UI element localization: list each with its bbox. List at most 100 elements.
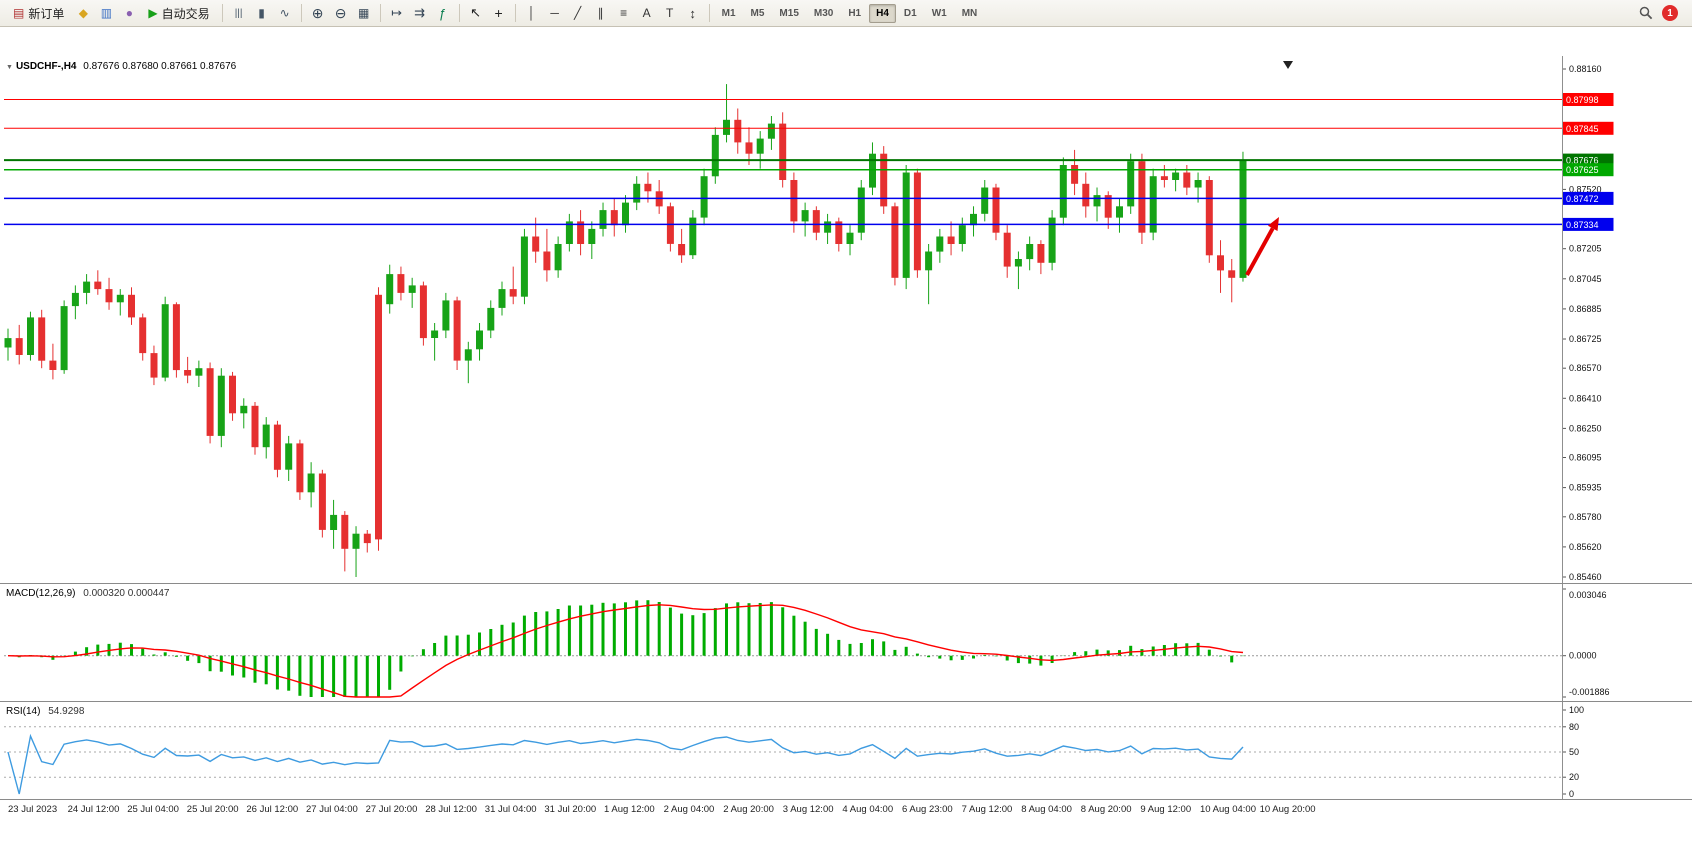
- terminal-icon-button[interactable]: ◆: [72, 2, 94, 24]
- x-axis-label: 1 Aug 12:00: [604, 804, 655, 815]
- trendline-icon: ╱: [573, 6, 582, 20]
- svg-text:0.87625: 0.87625: [1566, 165, 1599, 175]
- fibonacci-button[interactable]: ≡: [613, 2, 635, 24]
- toolbar: ▤ 新订单 ◆ ▥ ● ▶ 自动交易 ||| ▮ ∿ ⊕ ⊖ ▦ ↦ ⇉ ƒ ↖ + │ ─ ╱ ∥ ≡ A T ↕ M1 M5 M15…: [0, 0, 1692, 27]
- line-chart-button[interactable]: ∿: [274, 2, 296, 24]
- chart-symbol-title: USDCHF-,H4: [15, 61, 77, 72]
- svg-text:0.87472: 0.87472: [1566, 194, 1599, 204]
- svg-text:0.87676: 0.87676: [1566, 156, 1599, 166]
- x-axis-label: 27 Jul 20:00: [365, 804, 418, 815]
- price-line-label: 0.87472: [1562, 191, 1614, 205]
- timeframe-h4-button[interactable]: H4: [869, 3, 896, 23]
- charts-icon-button[interactable]: ▥: [95, 2, 117, 24]
- timeframe-m15-button[interactable]: M15: [779, 7, 799, 19]
- timeframe-m1-button[interactable]: M1: [721, 7, 736, 19]
- search-button[interactable]: [1635, 2, 1657, 24]
- text-button[interactable]: A: [636, 2, 658, 24]
- timeframe-m30-button[interactable]: M30: [813, 7, 834, 19]
- channel-button[interactable]: ∥: [590, 2, 612, 24]
- horizontal-line-button[interactable]: ─: [544, 2, 566, 24]
- auto-scroll-button[interactable]: ↦: [386, 2, 408, 24]
- tile-windows-icon: ▦: [357, 6, 370, 20]
- candlestick-icon: ▮: [258, 6, 265, 20]
- price-scale-separator: [1562, 56, 1563, 799]
- macd-pane-separator[interactable]: [0, 583, 1692, 584]
- x-axis-label: 31 Jul 04:00: [484, 804, 537, 815]
- rsi-pane-separator[interactable]: [0, 701, 1692, 702]
- chart-shift-button[interactable]: ⇉: [409, 2, 431, 24]
- indicators-button[interactable]: ƒ: [432, 2, 454, 24]
- timeframe-w1-button[interactable]: W1: [931, 7, 947, 19]
- macd-values: 0.000320 0.000447: [83, 588, 170, 599]
- fibonacci-icon: ≡: [620, 6, 628, 20]
- cursor-button[interactable]: ↖: [465, 2, 487, 24]
- label-button[interactable]: T: [659, 2, 681, 24]
- autotrading-button[interactable]: ▶ 自动交易: [141, 2, 216, 24]
- chart-shift-icon: ⇉: [414, 5, 426, 20]
- x-axis-label: 23 Jul 2023: [8, 804, 58, 815]
- vertical-line-button[interactable]: │: [521, 2, 543, 24]
- svg-text:0.86095: 0.86095: [1569, 453, 1602, 463]
- x-axis-label: 25 Jul 20:00: [186, 804, 239, 815]
- x-axis-label: 7 Aug 12:00: [961, 804, 1013, 815]
- main-chart-canvas[interactable]: 0.88160 0.87520 0.87205 0.87045 0.86885 0.867…: [0, 56, 1692, 583]
- svg-text:0.86410: 0.86410: [1569, 393, 1602, 403]
- price-scale[interactable]: 0.88160 0.87520 0.87205 0.87045 0.86885 0.867…: [1562, 64, 1614, 582]
- x-axis-label: 27 Jul 04:00: [306, 804, 358, 815]
- indicators-icon: ƒ: [438, 5, 447, 21]
- x-axis-label: 8 Aug 20:00: [1080, 804, 1132, 815]
- autotrading-button-label: 自动交易: [161, 6, 210, 21]
- svg-text:0.87845: 0.87845: [1566, 124, 1599, 134]
- horizontal-line-icon: ─: [550, 6, 559, 20]
- trend-arrow-annotation[interactable]: [1245, 217, 1279, 276]
- bar-chart-button[interactable]: |||: [228, 2, 250, 24]
- svg-text:0.88160: 0.88160: [1569, 64, 1602, 74]
- rsi-pane-canvas[interactable]: 100 80 50 20 0: [0, 702, 1692, 799]
- candlestick-chart-button[interactable]: ▮: [251, 2, 273, 24]
- new-order-button[interactable]: ▤ 新订单: [6, 2, 71, 24]
- x-axis-label: 26 Jul 12:00: [246, 804, 299, 815]
- toolbar-separator: [221, 4, 223, 22]
- timeframe-h1-button[interactable]: H1: [848, 7, 862, 19]
- trendline-button[interactable]: ╱: [567, 2, 589, 24]
- time-axis[interactable]: 23 Jul 2023 24 Jul 12:00 25 Jul 04:00 25 Ju…: [0, 799, 1692, 820]
- tile-windows-button[interactable]: ▦: [353, 2, 375, 24]
- svg-text:-0.001886: -0.001886: [1569, 687, 1610, 697]
- label-icon: T: [665, 6, 674, 20]
- vertical-line-icon: │: [527, 6, 536, 20]
- auto-scroll-icon: ↦: [391, 5, 403, 20]
- macd-pane-canvas[interactable]: 0.003046 0.0000 -0.001886: [0, 584, 1692, 701]
- chart-shift-marker[interactable]: [1283, 61, 1293, 69]
- macd-header: MACD(12,26,9) 0.000320 0.000447: [6, 588, 169, 599]
- svg-text:0: 0: [1569, 789, 1574, 799]
- bar-chart-icon: |||: [234, 7, 243, 19]
- metaeditor-icon-button[interactable]: ●: [118, 2, 140, 24]
- price-lines[interactable]: [4, 99, 1562, 226]
- macd-scale: 0.003046 0.0000 -0.001886: [1562, 588, 1610, 698]
- timeframe-m5-button[interactable]: M5: [750, 7, 765, 19]
- svg-text:0.86250: 0.86250: [1569, 423, 1602, 433]
- timeframe-mn-button[interactable]: MN: [961, 7, 978, 19]
- rsi-value: 54.9298: [48, 706, 85, 717]
- price-line-label: 0.87334: [1562, 217, 1614, 231]
- zoom-out-button[interactable]: ⊖: [330, 2, 352, 24]
- svg-text:0.85620: 0.85620: [1569, 542, 1602, 552]
- price-line-label: 0.87845: [1562, 121, 1614, 135]
- notification-badge[interactable]: 1: [1662, 5, 1678, 21]
- search-icon: [1639, 6, 1653, 20]
- svg-text:0.87205: 0.87205: [1569, 244, 1602, 254]
- zoom-in-button[interactable]: ⊕: [307, 2, 329, 24]
- rsi-label: RSI(14): [6, 706, 41, 717]
- candles: [4, 84, 1247, 577]
- zoom-in-icon: ⊕: [311, 4, 324, 21]
- chevron-down-icon[interactable]: ▼: [6, 64, 13, 71]
- svg-text:0.87520: 0.87520: [1569, 184, 1602, 194]
- svg-text:0.85935: 0.85935: [1569, 483, 1602, 493]
- arrows-button[interactable]: ↕: [682, 2, 704, 24]
- svg-text:0.85460: 0.85460: [1569, 572, 1602, 582]
- toolbar-separator: [458, 4, 460, 22]
- crosshair-button[interactable]: +: [488, 2, 510, 24]
- timeframe-d1-button[interactable]: D1: [903, 7, 917, 19]
- rsi-scale: 100 80 50 20 0: [1562, 705, 1584, 799]
- svg-text:0.86570: 0.86570: [1569, 363, 1602, 373]
